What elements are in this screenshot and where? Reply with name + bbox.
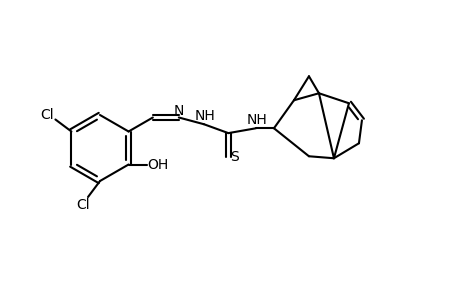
Text: S: S — [230, 150, 238, 164]
Text: N: N — [173, 103, 184, 118]
Text: OH: OH — [146, 158, 168, 172]
Text: Cl: Cl — [76, 198, 90, 212]
Text: NH: NH — [194, 109, 215, 123]
Text: Cl: Cl — [40, 107, 54, 122]
Text: NH: NH — [246, 113, 267, 127]
